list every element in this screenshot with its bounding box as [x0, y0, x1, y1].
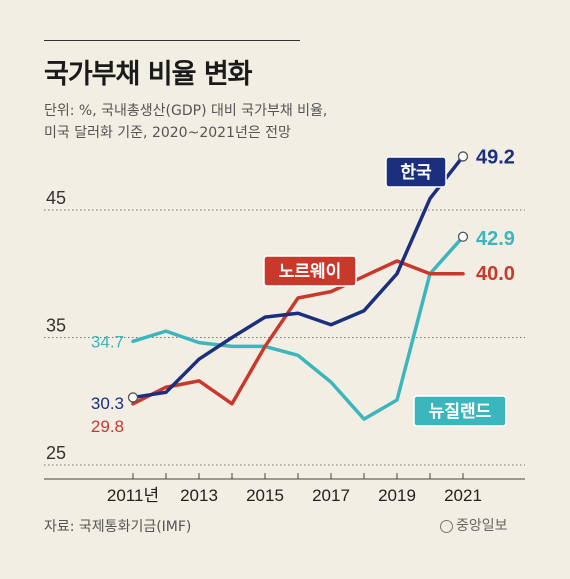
- series-name-new-zealand-text: 뉴질랜드: [429, 401, 492, 422]
- x-tick-label-2017: 2017: [312, 486, 350, 505]
- marker-korea-start: [127, 392, 139, 403]
- x-tick-label-2021: 2021: [444, 486, 482, 505]
- logo-mark-icon: [440, 520, 453, 533]
- x-tick-label-2013: 2013: [180, 486, 218, 505]
- series-line-norway: [131, 259, 465, 406]
- start-label-norway: 29.8: [91, 417, 124, 436]
- series-name-korea-box: [385, 156, 447, 188]
- marker-korea-end: [457, 151, 469, 162]
- series-line-new-zealand: [131, 235, 465, 421]
- series-name-new-zealand-box: [413, 395, 507, 427]
- publisher-logo: 중앙일보: [440, 515, 508, 535]
- subtitle-line-1: 단위: %, 국내총생산(GDP) 대비 국가부채 비율,: [44, 103, 328, 119]
- marker-new-zealand-end: [457, 231, 469, 242]
- x-tick-label-2011: 2011년: [107, 486, 159, 505]
- logo-text: 중앙일보: [456, 518, 508, 534]
- x-tick-label-2019: 2019: [378, 486, 416, 505]
- series-name-norway-text: 노르웨이: [279, 262, 342, 282]
- page-title: 국가부채 비율 변화: [44, 59, 253, 90]
- end-label-norway: 40.0: [476, 263, 515, 285]
- end-label-korea: 49.2: [476, 146, 515, 168]
- start-label-new-zealand: 34.7: [91, 332, 124, 351]
- y-tick-label-25: 25: [46, 443, 66, 463]
- series-name-norway-box: [263, 255, 357, 287]
- series-line-korea: [131, 154, 465, 400]
- subtitle-line-2: 미국 달러화 기준, 2020~2021년은 전망: [44, 125, 291, 141]
- start-label-korea: 30.3: [91, 394, 124, 413]
- series-name-korea-text: 한국: [400, 163, 432, 183]
- y-tick-label-35: 35: [46, 316, 66, 336]
- y-tick-label-45: 45: [46, 188, 66, 208]
- x-tick-label-2015: 2015: [246, 486, 284, 505]
- source-note: 자료: 국제통화기금(IMF): [44, 519, 192, 535]
- top-rule: [44, 40, 300, 41]
- end-label-new-zealand: 42.9: [476, 228, 515, 250]
